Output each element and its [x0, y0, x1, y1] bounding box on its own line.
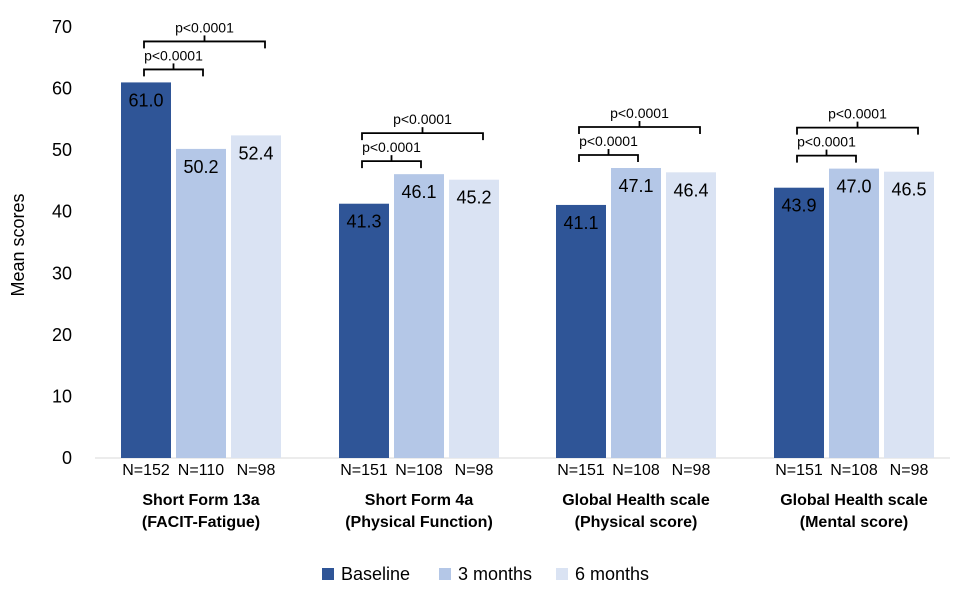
- p-value-label: p<0.0001: [144, 47, 203, 63]
- n-label: N=108: [395, 462, 443, 479]
- n-label: N=151: [775, 462, 823, 479]
- bar: [176, 148, 226, 458]
- significance-brackets: p<0.0001 p<0.0001 p<0.0001 p<0.0001 p<0.0001…: [143, 19, 919, 169]
- data-label: 47.1: [618, 176, 653, 196]
- group-label: (Physical Function): [345, 514, 493, 531]
- bar: [231, 135, 281, 458]
- data-label: 43.9: [781, 196, 816, 216]
- data-label: 46.1: [401, 182, 436, 202]
- y-tick-label: 20: [52, 325, 72, 345]
- n-label: N=152: [122, 462, 170, 479]
- y-tick-label: 70: [52, 17, 72, 37]
- data-label: 61.0: [128, 90, 163, 110]
- bars: [121, 82, 934, 459]
- n-label: N=151: [557, 462, 605, 479]
- p-value-label: p<0.0001: [175, 19, 234, 35]
- group-label: Short Form 13a: [142, 492, 259, 509]
- y-axis: 0 10 20 30 40 50 60 70: [52, 17, 72, 468]
- bar: [121, 82, 171, 459]
- legend-swatch: [322, 568, 334, 580]
- y-tick-label: 50: [52, 140, 72, 160]
- legend-label: 3 months: [458, 564, 532, 584]
- y-tick-label: 60: [52, 79, 72, 99]
- p-value-label: p<0.0001: [362, 139, 421, 155]
- bar: [666, 172, 716, 458]
- legend-swatch: [439, 568, 451, 580]
- y-axis-title: Mean scores: [8, 193, 28, 296]
- group-label: (Mental score): [800, 514, 908, 531]
- n-label: N=110: [178, 462, 225, 479]
- group-label: Global Health scale: [780, 492, 928, 509]
- y-tick-label: 30: [52, 263, 72, 283]
- legend-label: 6 months: [575, 564, 649, 584]
- significance-bracket: p<0.0001: [796, 134, 857, 163]
- significance-bracket: p<0.0001: [578, 105, 701, 134]
- n-label: N=108: [830, 462, 878, 479]
- significance-bracket: p<0.0001: [143, 19, 266, 49]
- n-label: N=151: [340, 462, 388, 479]
- n-label: N=98: [672, 462, 711, 479]
- n-label: N=98: [237, 462, 276, 479]
- y-tick-label: 10: [52, 386, 72, 406]
- group-label: Short Form 4a: [365, 492, 474, 509]
- bar: [394, 174, 444, 459]
- data-label: 50.2: [183, 157, 218, 177]
- n-label: N=98: [455, 462, 494, 479]
- legend-item: 6 months: [556, 564, 649, 584]
- bar: [449, 179, 499, 458]
- p-value-label: p<0.0001: [393, 111, 452, 127]
- legend-item: 3 months: [439, 564, 532, 584]
- p-value-label: p<0.0001: [579, 133, 638, 149]
- p-value-label: p<0.0001: [797, 134, 856, 150]
- significance-bracket: p<0.0001: [796, 106, 919, 135]
- p-value-label: p<0.0001: [828, 106, 887, 122]
- bar: [884, 171, 934, 458]
- data-label: 47.0: [836, 177, 871, 197]
- bar: [556, 204, 606, 458]
- data-label: 46.4: [673, 180, 708, 200]
- n-label: N=108: [612, 462, 660, 479]
- legend-item: Baseline: [322, 564, 410, 584]
- group-label: (Physical score): [575, 514, 698, 531]
- significance-bracket: p<0.0001: [361, 111, 484, 141]
- significance-bracket: p<0.0001: [578, 133, 639, 162]
- bar: [611, 167, 661, 458]
- bar: [829, 168, 879, 458]
- x-axis-labels: N=152 N=110 N=98 Short Form 13a (FACIT-Fatig…: [122, 462, 928, 531]
- bar: [339, 203, 389, 458]
- significance-bracket: p<0.0001: [361, 139, 422, 169]
- legend: Baseline 3 months 6 months: [322, 564, 649, 584]
- n-label: N=98: [890, 462, 929, 479]
- data-labels: 61.0 50.2 52.4 41.3 46.1 45.2 41.1 47.1 46.4 43.9…: [128, 90, 926, 233]
- p-value-label: p<0.0001: [610, 105, 669, 121]
- data-label: 41.3: [346, 212, 381, 232]
- y-tick-label: 40: [52, 202, 72, 222]
- group-label: Global Health scale: [562, 492, 710, 509]
- legend-label: Baseline: [341, 564, 410, 584]
- data-label: 46.5: [891, 180, 926, 200]
- data-label: 52.4: [238, 143, 273, 163]
- data-label: 41.1: [563, 213, 598, 233]
- legend-swatch: [556, 568, 568, 580]
- y-tick-label: 0: [62, 448, 72, 468]
- data-label: 45.2: [456, 188, 491, 208]
- bar: [774, 187, 824, 459]
- significance-bracket: p<0.0001: [143, 47, 204, 77]
- group-label: (FACIT-Fatigue): [142, 514, 260, 531]
